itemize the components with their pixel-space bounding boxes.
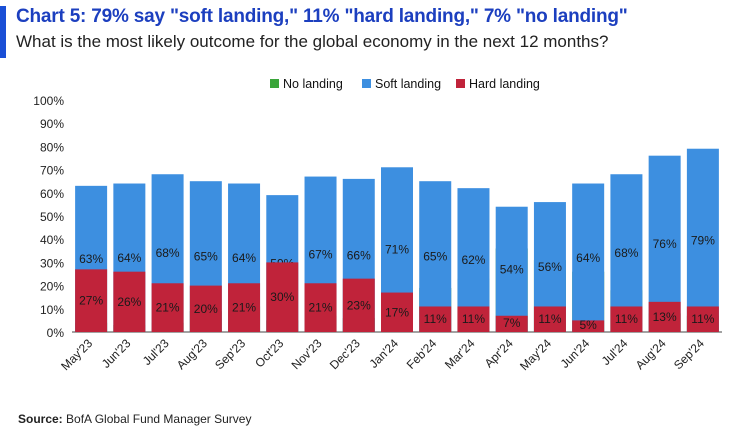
bar-soft-landing — [610, 174, 643, 332]
x-tick-label: Apr'24 — [482, 336, 516, 370]
x-tick-label: Jul'23 — [140, 336, 172, 368]
x-tick-label: Aug'24 — [633, 336, 669, 372]
data-label-hard-landing: 26% — [117, 295, 141, 309]
source-note: Source: BofA Global Fund Manager Survey — [18, 412, 251, 426]
data-label-soft-landing: 63% — [79, 252, 103, 266]
x-tick-label: Nov'23 — [289, 336, 325, 372]
y-tick-label: 80% — [40, 140, 64, 154]
legend-label-hard-landing: Hard landing — [469, 77, 540, 91]
data-label-soft-landing: 68% — [614, 246, 638, 260]
chart-subtitle: What is the most likely outcome for the … — [16, 32, 609, 51]
x-tick-label: Oct'23 — [252, 336, 286, 370]
data-label-soft-landing: 56% — [538, 260, 562, 274]
x-tick-label: Mar'24 — [442, 336, 478, 372]
legend-swatch-hard-landing — [456, 79, 465, 88]
title-accent-bar — [0, 6, 6, 58]
bar-hard-landing — [266, 262, 299, 332]
data-label-hard-landing: 21% — [309, 301, 333, 315]
x-tick-label: Sep'23 — [212, 336, 248, 372]
bar-hard-landing — [419, 306, 452, 332]
bar-hard-landing — [381, 292, 413, 332]
x-tick-label: Dec'23 — [327, 336, 363, 372]
y-tick-label: 50% — [40, 210, 64, 224]
data-label-hard-landing: 11% — [462, 312, 485, 326]
bar-soft-landing — [686, 148, 719, 332]
legend-label-soft-landing: Soft landing — [375, 77, 441, 91]
data-label-hard-landing: 27% — [79, 294, 103, 308]
bar-soft-landing — [495, 206, 528, 332]
data-label-soft-landing: 64% — [576, 251, 600, 265]
data-label-soft-landing: 64% — [117, 251, 141, 265]
data-label-hard-landing: 11% — [615, 312, 638, 326]
bar-hard-landing — [686, 306, 719, 332]
bar-hard-landing — [189, 285, 222, 332]
data-label-hard-landing: 5% — [580, 318, 598, 332]
data-label-hard-landing: 21% — [232, 301, 256, 315]
y-tick-label: 40% — [40, 233, 64, 247]
data-label-soft-landing: 76% — [653, 237, 677, 251]
data-label-soft-landing: 67% — [309, 247, 333, 261]
legend-swatch-no-landing — [270, 79, 279, 88]
y-tick-label: 20% — [40, 280, 64, 294]
data-label-hard-landing: 30% — [270, 290, 294, 304]
data-label-soft-landing: 71% — [385, 243, 409, 257]
data-label-hard-landing: 11% — [538, 312, 561, 326]
y-tick-label: 10% — [40, 303, 64, 317]
data-label-soft-landing: 64% — [232, 251, 256, 265]
x-tick-label: Jan'24 — [366, 336, 401, 371]
x-tick-label: Aug'23 — [174, 336, 210, 372]
bar-hard-landing — [75, 269, 108, 332]
bar-hard-landing — [648, 301, 681, 332]
bar-hard-landing — [342, 278, 375, 332]
bar-hard-landing — [113, 271, 146, 332]
data-label-soft-landing: 62% — [461, 253, 485, 267]
bar-hard-landing — [457, 306, 490, 332]
data-label-soft-landing: 65% — [423, 250, 447, 264]
bar-hard-landing — [151, 283, 184, 332]
stacked-bar-chart: 0% 10% 20% 30% 40% 50% 60% 70% 80% 90% 100% No land… — [33, 77, 722, 373]
source-text: BofA Global Fund Manager Survey — [66, 412, 252, 426]
chart-area: 0% 10% 20% 30% 40% 50% 60% 70% 80% 90% 100% No land… — [0, 70, 740, 400]
y-tick-label: 100% — [33, 94, 64, 108]
x-tick-label: Jun'24 — [558, 336, 593, 371]
data-label-hard-landing: 23% — [347, 298, 371, 312]
data-label-soft-landing: 54% — [500, 262, 524, 276]
bar-hard-landing — [228, 283, 261, 332]
x-tick-label: May'23 — [58, 336, 95, 373]
bar-hard-landing — [610, 306, 643, 332]
data-label-hard-landing: 11% — [691, 312, 714, 326]
data-label-hard-landing: 13% — [653, 310, 677, 324]
x-tick-label: Feb'24 — [404, 336, 440, 372]
data-label-soft-landing: 68% — [156, 246, 180, 260]
legend-label-no-landing: No landing — [283, 77, 343, 91]
y-tick-label: 0% — [47, 326, 65, 340]
data-label-soft-landing: 65% — [194, 250, 218, 264]
x-tick-label: Jun'23 — [99, 336, 134, 371]
data-label-hard-landing: 7% — [503, 316, 521, 330]
source-label: Source: — [18, 412, 63, 426]
x-tick-label: Jul'24 — [599, 336, 631, 368]
x-tick-label: May'24 — [517, 336, 554, 373]
bar-hard-landing — [533, 306, 566, 332]
data-label-hard-landing: 20% — [194, 302, 218, 316]
chart-title: Chart 5: 79% say "soft landing," 11% "ha… — [16, 6, 628, 27]
y-tick-label: 90% — [40, 117, 64, 131]
data-label-hard-landing: 11% — [424, 312, 447, 326]
y-tick-label: 30% — [40, 256, 64, 270]
bar-hard-landing — [304, 283, 337, 332]
bar-hard-landing — [572, 320, 605, 332]
y-tick-label: 70% — [40, 164, 64, 178]
legend-swatch-soft-landing — [362, 79, 371, 88]
data-label-soft-landing: 79% — [691, 233, 715, 247]
x-tick-label: Sep'24 — [671, 336, 707, 372]
bar-soft-landing — [572, 183, 605, 332]
data-label-soft-landing: 66% — [347, 248, 371, 262]
data-label-hard-landing: 21% — [156, 301, 180, 315]
data-label-hard-landing: 17% — [385, 305, 409, 319]
bar-hard-landing — [495, 315, 528, 332]
y-tick-label: 60% — [40, 187, 64, 201]
